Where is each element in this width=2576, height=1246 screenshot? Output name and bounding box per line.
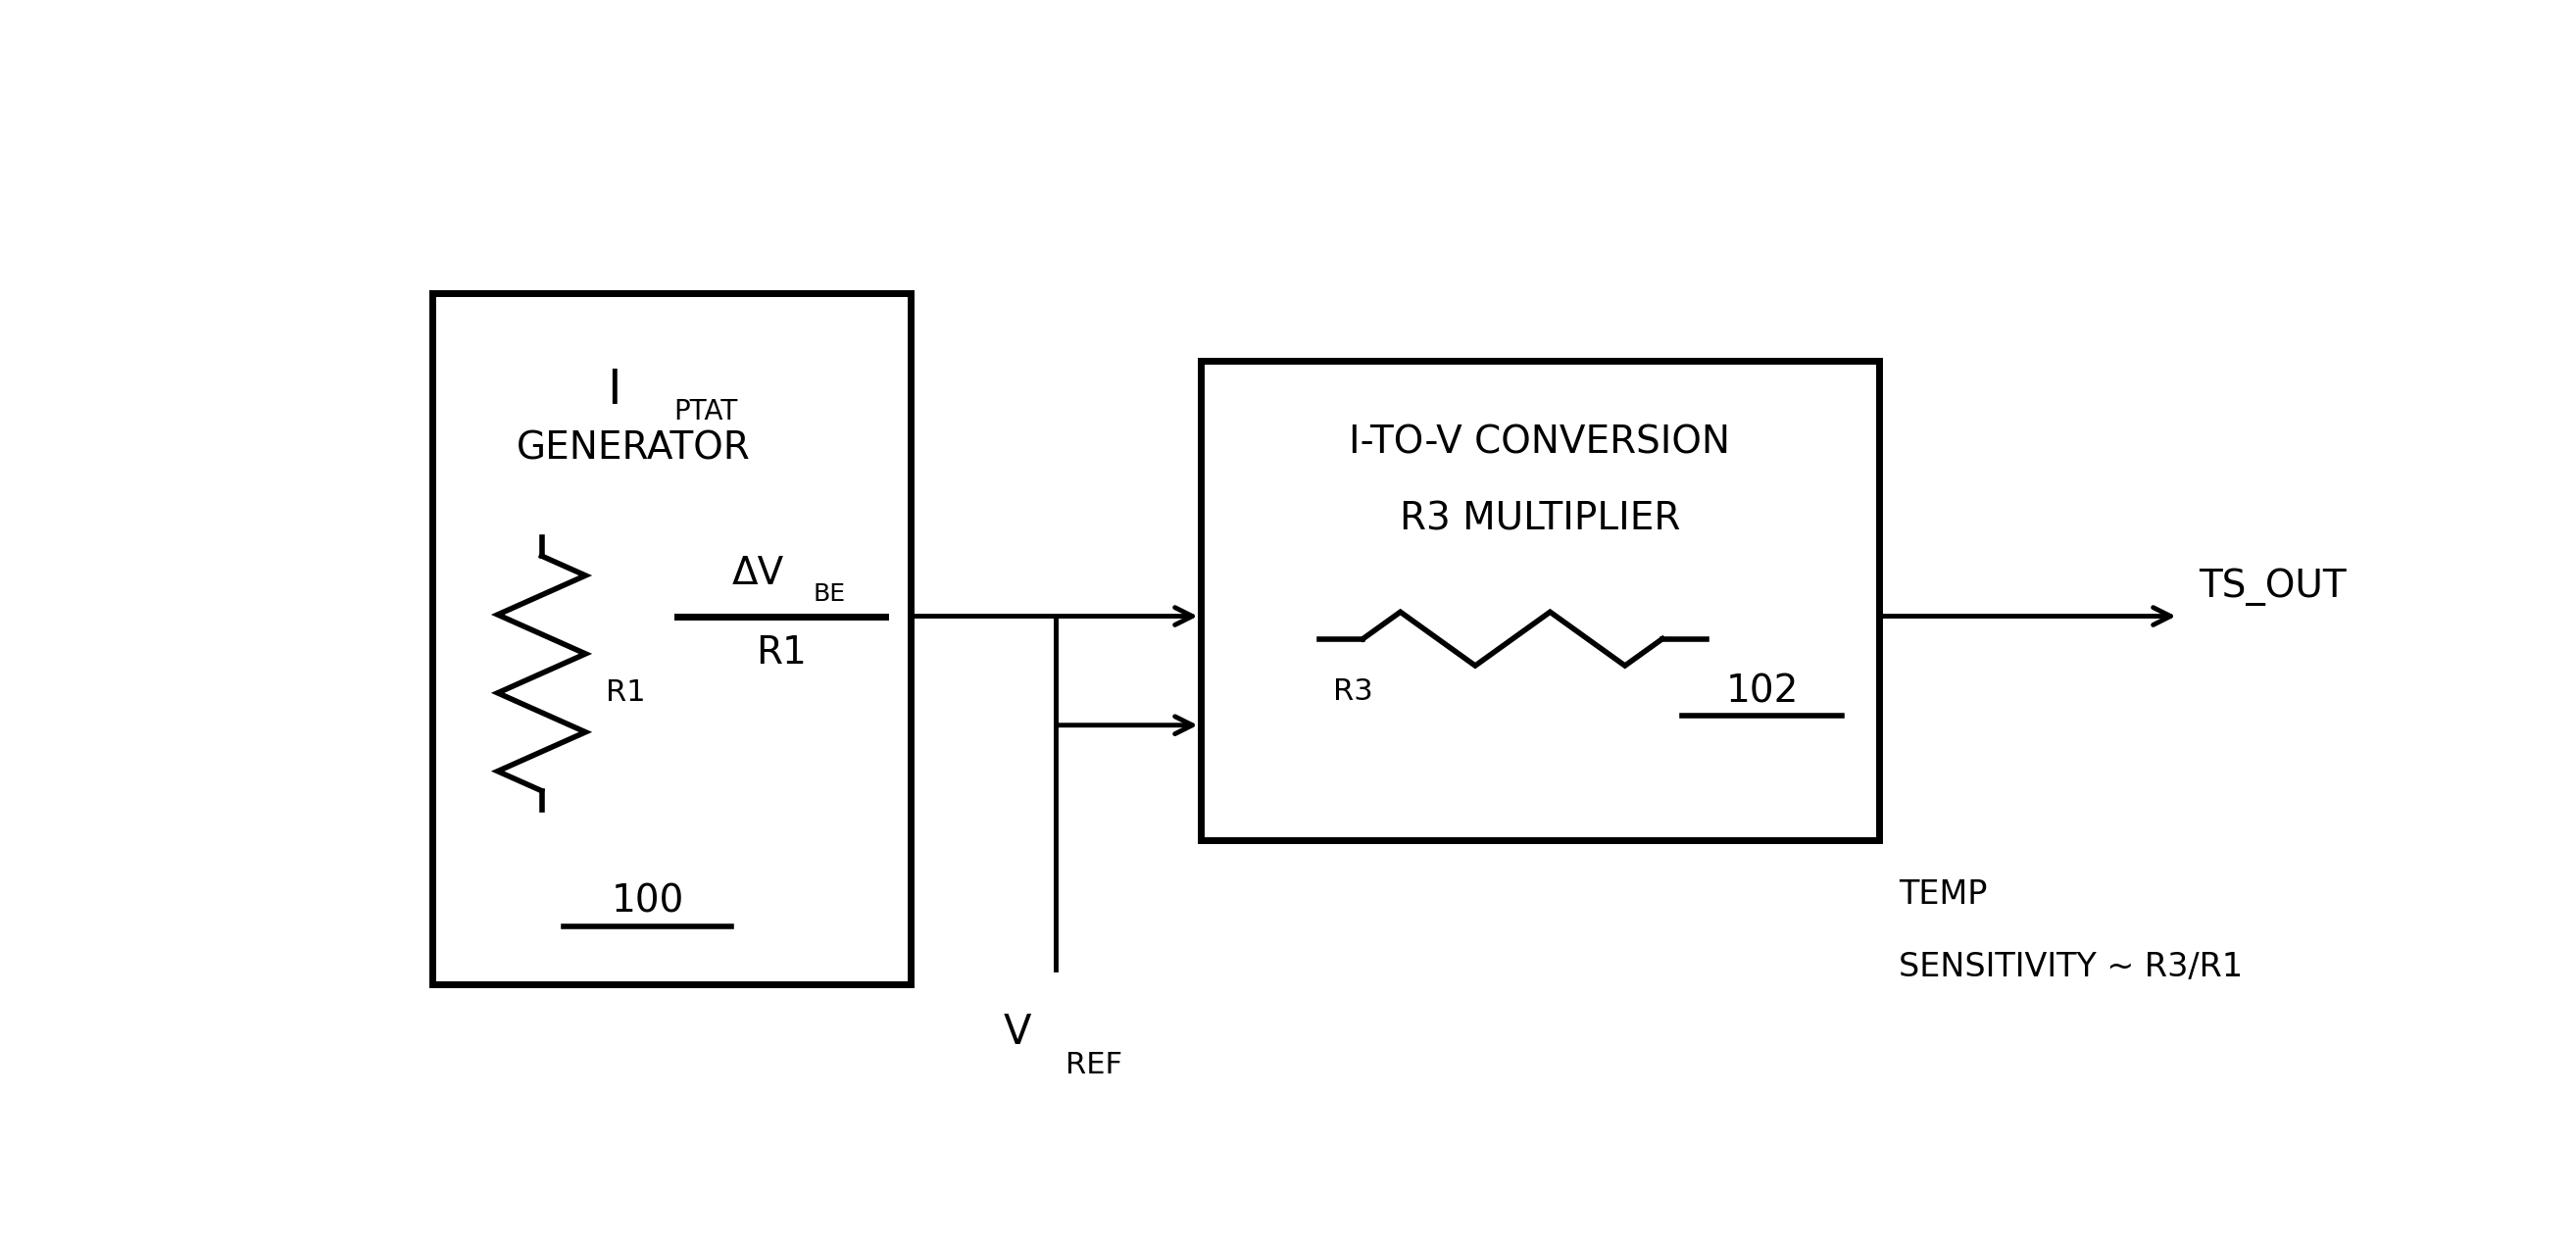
Text: R1: R1 [605, 678, 647, 706]
Text: TEMP: TEMP [1899, 878, 1989, 911]
Text: BE: BE [814, 583, 845, 606]
Text: 100: 100 [611, 882, 683, 920]
Text: V: V [1005, 1012, 1033, 1053]
Text: PTAT: PTAT [675, 397, 737, 425]
Text: SENSITIVITY ~ R3/R1: SENSITIVITY ~ R3/R1 [1899, 951, 2244, 983]
Text: I-TO-V CONVERSION: I-TO-V CONVERSION [1350, 424, 1731, 461]
Bar [433, 293, 912, 984]
Text: 102: 102 [1726, 673, 1798, 710]
Bar [1200, 360, 1880, 840]
Text: R3: R3 [1332, 678, 1373, 705]
Text: I: I [608, 366, 621, 414]
Text: REF: REF [1066, 1052, 1123, 1080]
Text: TS_OUT: TS_OUT [2200, 568, 2347, 607]
Text: R1: R1 [757, 634, 806, 672]
Text: R3 MULTIPLIER: R3 MULTIPLIER [1399, 501, 1680, 537]
Text: GENERATOR: GENERATOR [515, 430, 750, 467]
Text: ΔV: ΔV [732, 554, 783, 592]
